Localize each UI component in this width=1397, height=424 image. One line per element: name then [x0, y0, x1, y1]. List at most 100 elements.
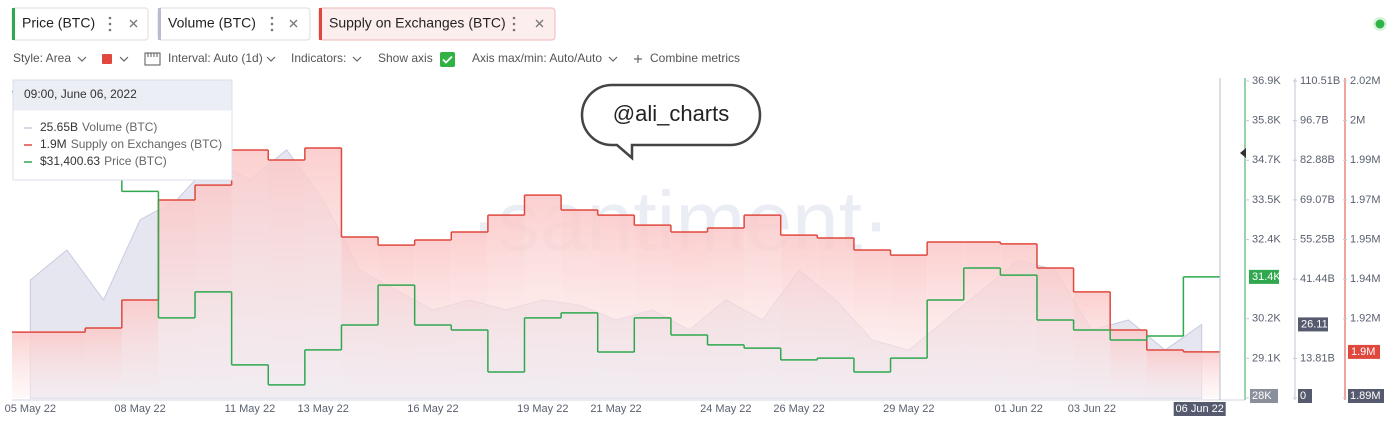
supply-fill	[1073, 291, 1111, 398]
style-select[interactable]: Style: Area	[13, 51, 71, 65]
x-tick-label: 01 Jun 22	[995, 403, 1043, 415]
speech-bubble	[580, 83, 762, 161]
axis-min-badge	[1298, 389, 1312, 403]
toolbar: Style: Area Interval: Auto (1d) Indicato…	[13, 51, 740, 67]
supply-fill	[85, 328, 122, 398]
supply-fill	[158, 199, 196, 398]
axis-min-badge	[1348, 389, 1384, 403]
interval-icon	[144, 52, 161, 66]
current-value-badge	[1348, 344, 1380, 359]
checkmark	[442, 55, 453, 64]
y-tick-label: 1.89M	[1350, 390, 1381, 402]
x-tick-label: 11 May 22	[225, 403, 276, 415]
y-tick-label: 110.51B	[1300, 75, 1340, 87]
y-tick-label: 96.7B	[1300, 115, 1329, 127]
y-tick-label: 33.5K	[1252, 194, 1281, 206]
x-tick-label: 03 Jun 22	[1068, 403, 1116, 415]
supply-fill	[268, 160, 305, 398]
supply-fill	[341, 237, 379, 398]
supply-fill	[744, 215, 781, 398]
interval-icon-ticks	[147, 53, 158, 57]
supply-fill	[12, 332, 49, 398]
supply-fill	[48, 332, 86, 398]
tab-label: Volume (BTC)	[168, 15, 256, 31]
y-tick-label: 30.2K	[1252, 313, 1281, 325]
supply-fill	[451, 231, 488, 398]
y-tick-label: 41.44B	[1300, 273, 1335, 285]
tooltip-value: $31,400.63	[40, 154, 100, 168]
y-tick-label: 2.02M	[1350, 75, 1381, 87]
x-tick-label: 24 May 22	[700, 403, 751, 415]
supply-fill	[1036, 268, 1074, 398]
supply-fill	[231, 150, 269, 398]
x-tick-label: 21 May 22	[590, 403, 641, 415]
y-tick-label: 28K	[1252, 390, 1272, 402]
supply-fill	[561, 209, 598, 398]
axis-min-badge	[1250, 389, 1278, 403]
y-tick-label: 1.99M	[1350, 154, 1381, 166]
tab-accent	[319, 8, 322, 40]
tooltip-row: 1.9M Supply on Exchanges (BTC)	[40, 137, 222, 151]
y-tick-label: 13.81B	[1300, 352, 1335, 364]
supply-fill	[707, 228, 745, 398]
show-axis-label: Show axis	[378, 51, 433, 65]
supply-fill	[853, 249, 891, 398]
tooltip-header	[13, 80, 232, 111]
supply-fill	[1146, 349, 1184, 398]
combine-metrics[interactable]: Combine metrics	[650, 51, 740, 65]
y-tick-label: 55.25B	[1300, 233, 1335, 245]
menu-icons[interactable]	[108, 16, 516, 32]
color-swatch[interactable]	[102, 54, 112, 64]
y-tick-label: 1.95M	[1350, 233, 1381, 245]
supply-fill	[378, 245, 415, 398]
y-tick-label: 82.88B	[1300, 154, 1335, 166]
x-tick-label: 13 May 22	[297, 403, 348, 415]
y-tick-label: 1.92M	[1350, 313, 1381, 325]
supply-fill	[1110, 329, 1147, 398]
tabs: Price (BTC) Volume (BTC) Supply on Excha…	[11, 7, 1387, 41]
supply-fill	[890, 255, 928, 398]
close-icons[interactable]	[129, 19, 544, 28]
annotation-text: @ali_charts	[613, 101, 730, 126]
x-tick-label: 29 May 22	[883, 403, 934, 415]
tooltip-value: 1.9M	[40, 137, 67, 151]
tooltip-row: 25.65B Volume (BTC)	[40, 120, 157, 134]
supply-fill	[1000, 243, 1037, 398]
supply-fill	[670, 231, 708, 398]
supply-fill	[597, 215, 635, 398]
y-tick-label: 0	[1300, 390, 1306, 402]
x-current-badge	[1173, 402, 1226, 416]
x-tick-label: 08 May 22	[114, 403, 165, 415]
y-tick-label: 1.97M	[1350, 194, 1381, 206]
annotation: @ali_charts	[580, 83, 762, 161]
y-tick-label: 35.8K	[1252, 115, 1281, 127]
plot: ·santiment·	[12, 90, 1220, 399]
tooltip: 09:00, June 06, 2022 25.65B Volume (BTC) 1…	[12, 79, 233, 181]
y-tick-label: 2M	[1350, 115, 1365, 127]
tooltip-value: 25.65B	[40, 120, 78, 134]
y-tick-label: 32.4K	[1252, 233, 1281, 245]
supply-fill	[927, 241, 964, 398]
x-tick-label: 26 May 22	[773, 403, 824, 415]
tooltip-series: Supply on Exchanges (BTC)	[71, 137, 222, 151]
supply-fill	[304, 148, 342, 398]
supply-fill	[121, 299, 159, 398]
x-tick-label: 05 May 22	[5, 403, 56, 415]
interval-select[interactable]: Interval: Auto (1d)	[168, 51, 263, 65]
y-tick-label: 29.1K	[1252, 352, 1281, 364]
x-tick-label: 19 May 22	[517, 403, 568, 415]
current-value-badge	[1249, 269, 1279, 284]
show-axis-checkbox[interactable]	[440, 52, 455, 67]
axis-pointer	[1240, 148, 1246, 158]
x-tick-label: 16 May 22	[407, 403, 458, 415]
axis-range-select[interactable]: Axis max/min: Auto/Auto	[472, 51, 602, 65]
current-value-badge	[1298, 317, 1328, 332]
tab-accent	[158, 8, 161, 40]
supply-fill	[487, 215, 525, 398]
y-tick-label: 69.07B	[1300, 194, 1335, 206]
indicators-select[interactable]: Indicators:	[291, 51, 346, 65]
tooltip-row: $31,400.63 Price (BTC)	[40, 154, 167, 168]
supply-fill	[524, 195, 562, 398]
y-tick-label: 36.9K	[1252, 75, 1281, 87]
